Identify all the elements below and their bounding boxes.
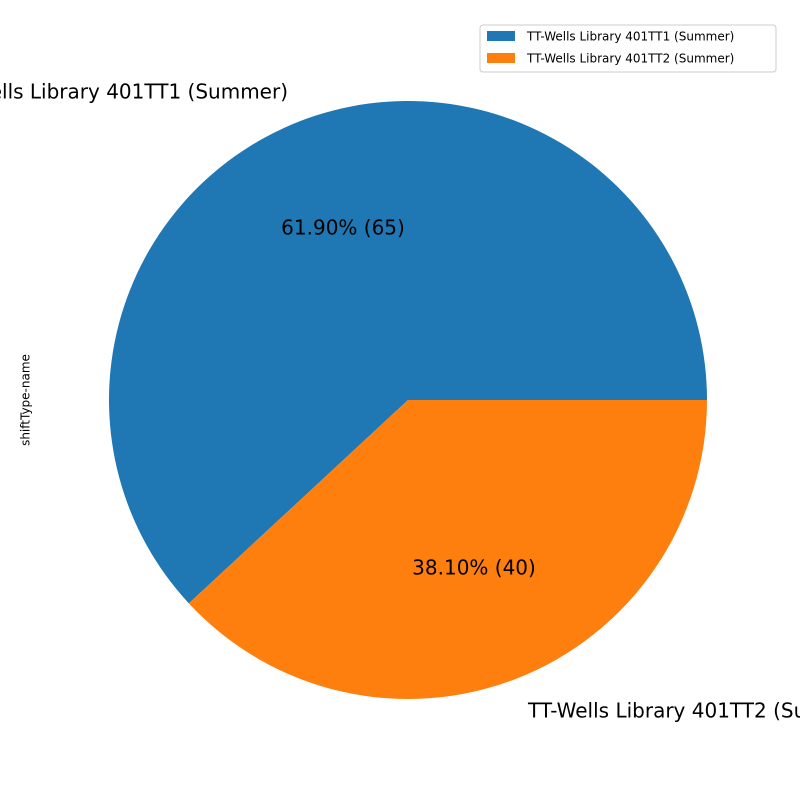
- percent-label-1: 61.90% (65): [281, 216, 405, 240]
- legend-swatch-2: [487, 53, 515, 63]
- legend-entry-1: TT-Wells Library 401TT1 (Summer): [526, 30, 734, 44]
- legend-frame: [479, 24, 777, 73]
- pie-slice-2: [188, 400, 707, 699]
- legend-swatch-1: [487, 31, 515, 41]
- percent-label-2: 38.10% (40): [412, 556, 536, 580]
- slice-label-1: TT-Wells Library 401TT1 (Summer): [0, 80, 288, 104]
- legend: TT-Wells Library 401TT1 (Summer) TT-Well…: [479, 24, 777, 73]
- pie-slices: [108, 100, 707, 699]
- slice-label-2: TT-Wells Library 401TT2 (Summer): [527, 699, 800, 723]
- pie-slice-1: [108, 100, 707, 604]
- legend-entry-2: TT-Wells Library 401TT2 (Summer): [526, 52, 734, 66]
- y-axis-label: shiftType-name: [19, 354, 33, 446]
